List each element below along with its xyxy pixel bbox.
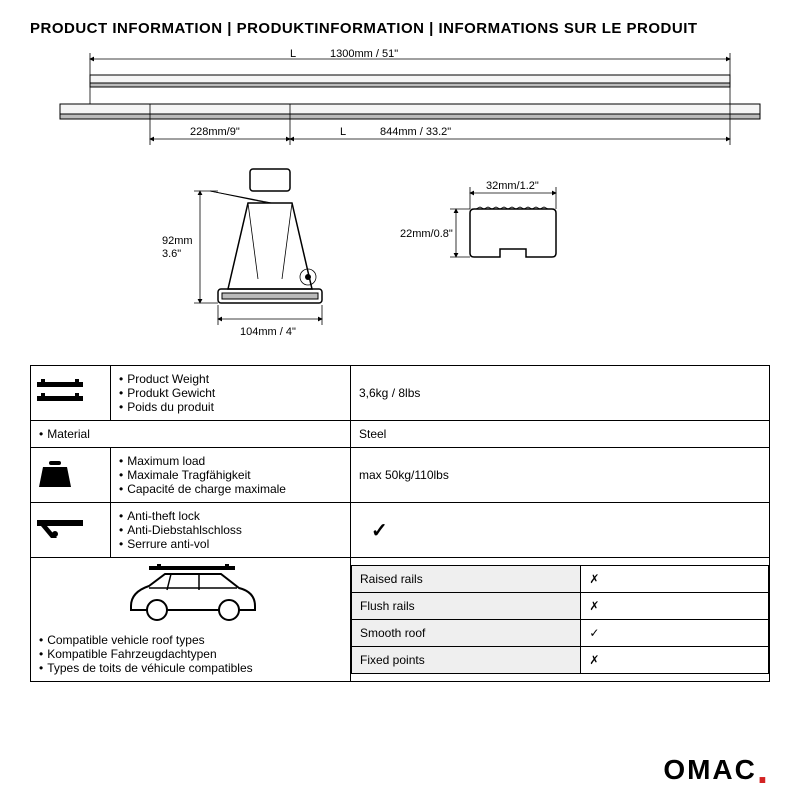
brand-logo: OMAC. [663, 754, 770, 786]
svg-text:92mm: 92mm [162, 235, 193, 247]
material-value: Steel [351, 421, 770, 448]
svg-text:32mm/1.2": 32mm/1.2" [486, 180, 539, 192]
svg-text:228mm/9": 228mm/9" [190, 126, 240, 138]
antitheft-labels: Anti-theft lock Anti-Diebstahlschloss Se… [111, 503, 351, 558]
row-weight: Product Weight Produkt Gewicht Poids du … [31, 366, 770, 421]
row-material: Material Steel [31, 421, 770, 448]
svg-text:3.6": 3.6" [162, 248, 181, 260]
weight-icon [31, 366, 111, 421]
svg-text:844mm / 33.2": 844mm / 33.2" [380, 126, 451, 138]
row-maxload: Maximum load Maximale Tragfähigkeit Capa… [31, 448, 770, 503]
roof-options: Raised rails✗ Flush rails✗ Smooth roof✓ … [351, 558, 770, 682]
svg-text:1300mm / 51": 1300mm / 51" [330, 49, 398, 60]
roof-labels-cell: Compatible vehicle roof types Kompatible… [31, 558, 351, 682]
row-antitheft: Anti-theft lock Anti-Diebstahlschloss Se… [31, 503, 770, 558]
car-icon [121, 564, 261, 624]
weight-value: 3,6kg / 8lbs [351, 366, 770, 421]
weight-labels: Product Weight Produkt Gewicht Poids du … [111, 366, 351, 421]
svg-text:104mm / 4": 104mm / 4" [240, 326, 296, 338]
page-title: PRODUCT INFORMATION | PRODUKTINFORMATION… [30, 20, 770, 37]
antitheft-value: ✓ [351, 503, 770, 558]
row-rooftypes: Compatible vehicle roof types Kompatible… [31, 558, 770, 682]
maxload-labels: Maximum load Maximale Tragfähigkeit Capa… [111, 448, 351, 503]
svg-text:L: L [290, 49, 296, 60]
spec-table: Product Weight Produkt Gewicht Poids du … [30, 365, 770, 682]
svg-text:L: L [340, 126, 346, 138]
maxload-icon [31, 448, 111, 503]
svg-text:22mm/0.8": 22mm/0.8" [400, 228, 453, 240]
material-labels: Material [31, 421, 351, 448]
lock-icon [31, 503, 111, 558]
maxload-value: max 50kg/110lbs [351, 448, 770, 503]
technical-diagram: L 1300mm / 51" 228mm/9" L 844mm / 33.2" … [30, 49, 770, 359]
